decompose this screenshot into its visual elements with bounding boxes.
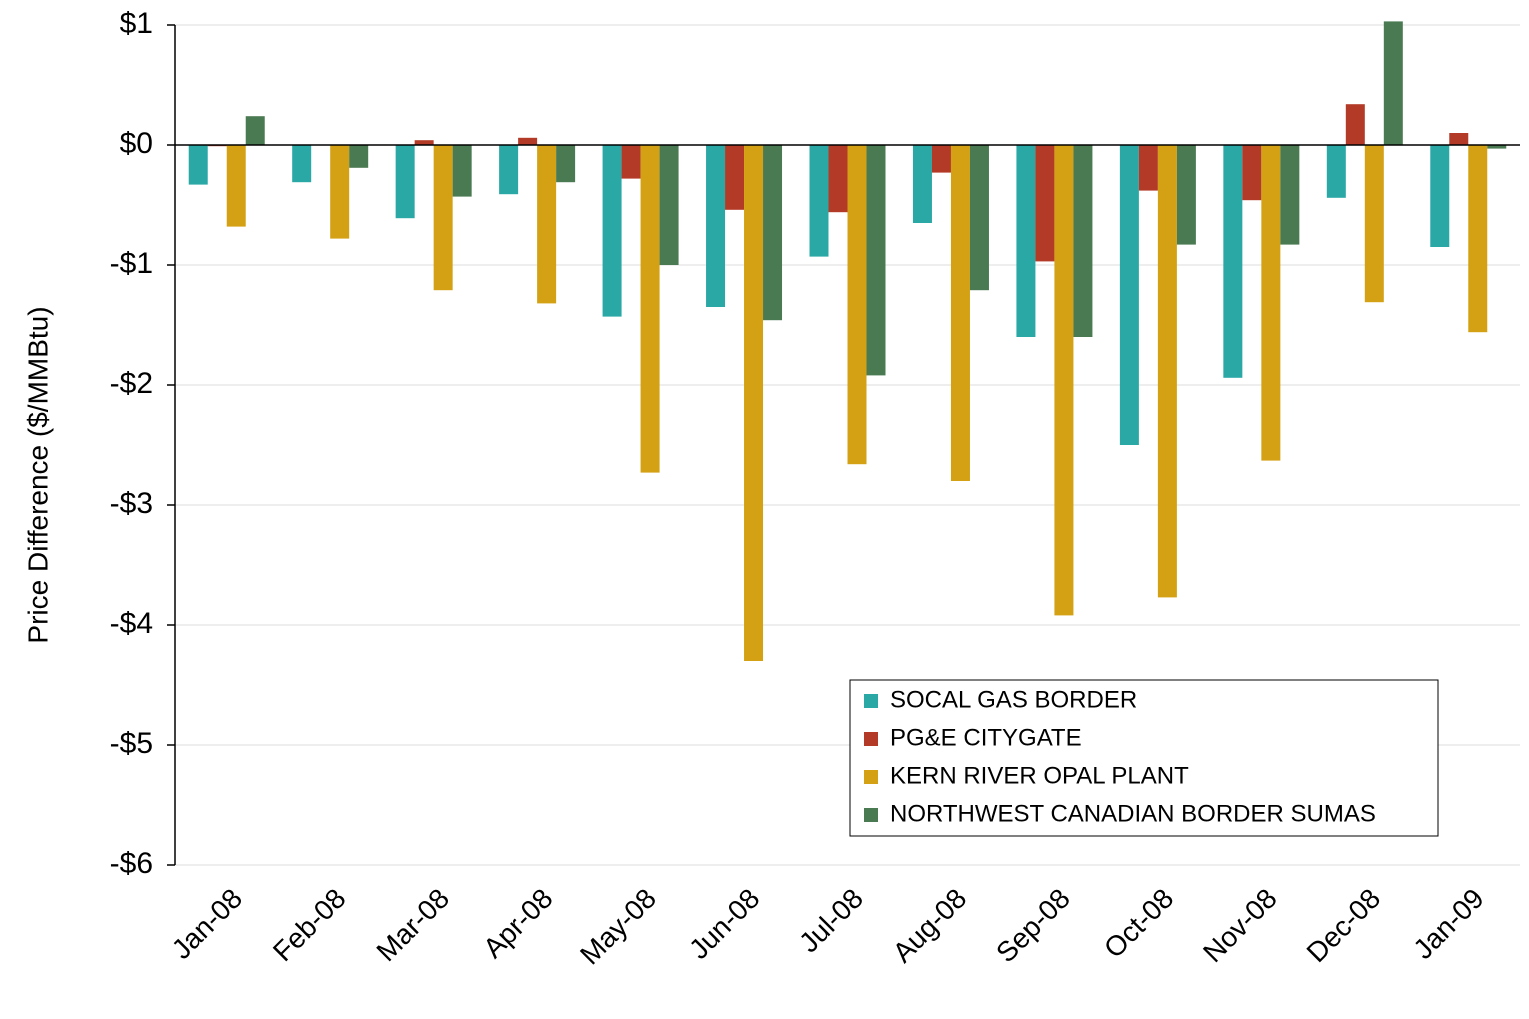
- bar: [349, 145, 369, 168]
- bar: [931, 145, 951, 173]
- bar: [1242, 145, 1262, 201]
- legend-swatch: [864, 770, 878, 784]
- bar: [414, 140, 434, 145]
- x-tick-label: Jan-09: [1407, 883, 1489, 965]
- legend-label: KERN RIVER OPAL PLANT: [890, 762, 1189, 789]
- y-tick-label: -$2: [110, 367, 153, 400]
- bar: [659, 145, 679, 265]
- x-tick-label: Sep-08: [990, 883, 1076, 969]
- y-tick-label: -$6: [110, 847, 153, 880]
- legend-swatch: [864, 808, 878, 822]
- y-tick-label: $0: [120, 127, 153, 160]
- y-tick-label: -$4: [110, 607, 153, 640]
- x-tick-label: Aug-08: [887, 883, 973, 969]
- bar: [1119, 145, 1139, 445]
- bar: [245, 116, 265, 145]
- bar: [828, 145, 848, 213]
- bar: [1223, 145, 1243, 378]
- bar: [452, 145, 472, 197]
- bar: [499, 145, 519, 195]
- x-tick-label: Mar-08: [370, 883, 455, 968]
- bar: [1364, 145, 1384, 303]
- bar: [706, 145, 726, 307]
- legend-swatch: [864, 732, 878, 746]
- x-tick-label: Apr-08: [477, 883, 558, 964]
- bar: [188, 145, 208, 185]
- bar: [292, 145, 312, 183]
- bar: [1345, 104, 1365, 145]
- bar: [602, 145, 622, 317]
- bar: [1261, 145, 1281, 461]
- bar: [1035, 145, 1055, 262]
- bar: [518, 137, 538, 145]
- x-tick-label: Jul-08: [793, 883, 869, 959]
- bar: [1449, 133, 1469, 145]
- bar: [621, 145, 641, 179]
- bar: [969, 145, 989, 291]
- bar: [1176, 145, 1196, 245]
- y-tick-label: -$1: [110, 247, 153, 280]
- bar: [744, 145, 764, 661]
- legend-label: SOCAL GAS BORDER: [890, 686, 1137, 713]
- x-tick-label: Feb-08: [267, 883, 352, 968]
- bar: [866, 145, 886, 376]
- bar: [433, 145, 453, 291]
- bar: [537, 145, 557, 304]
- bar: [226, 145, 246, 227]
- bar: [1138, 145, 1158, 191]
- legend-swatch: [864, 694, 878, 708]
- x-tick-label: Nov-08: [1197, 883, 1283, 969]
- bar: [1054, 145, 1074, 616]
- bar: [1280, 145, 1300, 245]
- bar: [950, 145, 970, 481]
- bar: [763, 145, 783, 321]
- x-tick-label: Oct-08: [1098, 883, 1179, 964]
- y-tick-label: $1: [120, 7, 153, 40]
- x-tick-label: Jun-08: [683, 883, 765, 965]
- bar: [1326, 145, 1346, 198]
- bar: [912, 145, 932, 223]
- legend-box: [849, 679, 1439, 837]
- x-tick-label: May-08: [574, 883, 662, 971]
- bar: [330, 145, 350, 239]
- bar: [847, 145, 867, 465]
- bar: [809, 145, 829, 257]
- x-tick-label: Dec-08: [1301, 883, 1387, 969]
- y-axis-title: Price Difference ($/MMBtu): [22, 306, 53, 643]
- bar: [1430, 145, 1450, 247]
- bar: [1383, 21, 1403, 145]
- legend-label: PG&E CITYGATE: [890, 724, 1082, 751]
- y-tick-label: -$3: [110, 487, 153, 520]
- x-tick-label: Jan-08: [166, 883, 248, 965]
- bar: [1487, 145, 1507, 149]
- y-tick-label: -$5: [110, 727, 153, 760]
- bar: [1016, 145, 1036, 337]
- bar: [1073, 145, 1093, 337]
- bar: [556, 145, 576, 183]
- legend-label: NORTHWEST CANADIAN BORDER SUMAS: [890, 800, 1376, 827]
- bar: [1468, 145, 1488, 333]
- bar: [640, 145, 660, 473]
- bar: [725, 145, 745, 210]
- bar: [1157, 145, 1177, 598]
- bar: [395, 145, 415, 219]
